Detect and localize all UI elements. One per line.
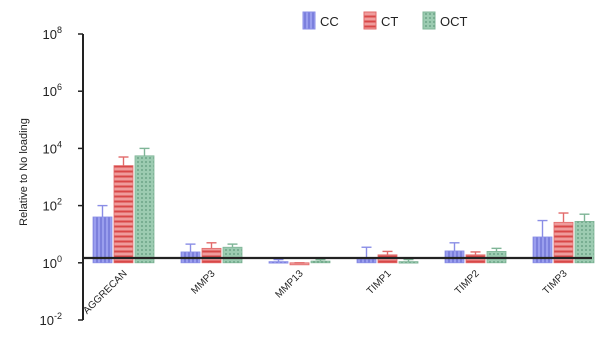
bar-oct-mmp3 bbox=[222, 246, 243, 264]
bars-layer bbox=[92, 147, 595, 266]
bar-cc-mmp13 bbox=[268, 261, 289, 264]
legend-label-oct: OCT bbox=[440, 14, 468, 29]
x-tick-label: TIMP3 bbox=[541, 268, 570, 297]
y-tick-label: 104 bbox=[43, 139, 62, 156]
bar-cc-aggrecan bbox=[92, 216, 113, 264]
bar-cc-timp2 bbox=[444, 250, 465, 264]
legend: CC CT OCT bbox=[302, 11, 468, 30]
y-tick-label: 108 bbox=[43, 25, 62, 42]
legend-swatch-ct bbox=[363, 11, 377, 30]
x-tick-label: MMP3 bbox=[189, 268, 218, 297]
bar-ct-timp3 bbox=[553, 221, 574, 264]
y-tick-label: 100 bbox=[43, 254, 62, 271]
bar-oct-timp3 bbox=[574, 221, 595, 264]
y-axis-title: Relative to No loading bbox=[18, 118, 30, 226]
legend-label-ct: CT bbox=[381, 14, 398, 29]
x-tick-label: AGGRECAN bbox=[81, 268, 129, 316]
y-axis-ticks: 10-2 100 102 104 106 108 bbox=[40, 25, 83, 328]
bar-ct-mmp3 bbox=[201, 247, 222, 264]
y-tick-label: 106 bbox=[43, 82, 62, 99]
y-tick-label: 102 bbox=[43, 197, 62, 214]
x-tick-label: TIMP1 bbox=[365, 268, 394, 297]
legend-swatch-cc bbox=[302, 11, 316, 30]
x-tick-label: MMP13 bbox=[273, 268, 305, 300]
bar-cc-timp1 bbox=[356, 258, 377, 264]
bar-oct-timp1 bbox=[398, 261, 419, 264]
bar-oct-aggrecan bbox=[134, 155, 155, 264]
x-axis-labels: AGGRECAN MMP3 MMP13 TIMP1 TIMP2 TIMP3 bbox=[81, 268, 570, 317]
bar-oct-mmp13 bbox=[310, 260, 331, 264]
legend-label-cc: CC bbox=[320, 14, 339, 29]
bar-ct-aggrecan bbox=[113, 165, 134, 264]
x-tick-label: TIMP2 bbox=[453, 268, 482, 297]
legend-swatch-oct bbox=[422, 11, 436, 30]
y-tick-label: 10-2 bbox=[40, 311, 62, 328]
